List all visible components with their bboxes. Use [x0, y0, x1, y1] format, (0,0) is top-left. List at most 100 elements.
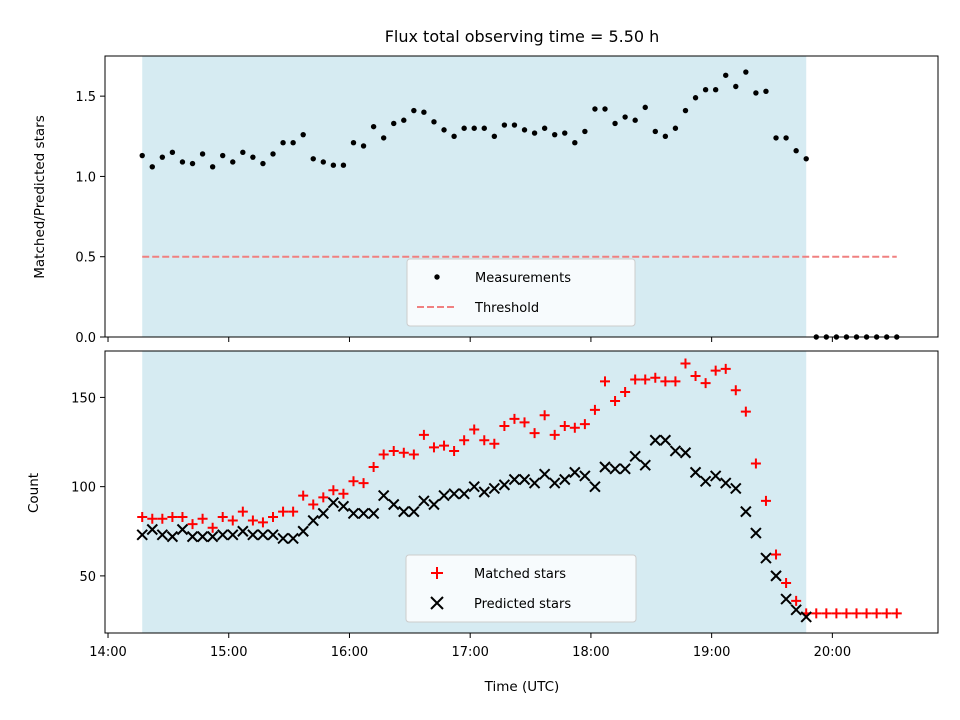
measurement-point	[380, 135, 387, 141]
matched-star-point	[710, 365, 721, 376]
predicted-star-point	[327, 497, 340, 509]
top-y-tick-label: 1.5	[75, 90, 96, 105]
measurement-point	[451, 133, 457, 139]
matched-star-point	[308, 499, 319, 510]
matched-star-point	[418, 429, 429, 440]
predicted-star-point	[398, 505, 410, 518]
measurement-point	[350, 140, 357, 146]
x-tick-label: 17:00	[451, 645, 488, 660]
predicted-star-point	[720, 477, 732, 489]
matched-star-point	[771, 549, 782, 560]
predicted-star-point	[227, 529, 239, 541]
measurement-point	[209, 164, 216, 170]
measurement-point	[260, 160, 266, 167]
measurement-point	[712, 87, 719, 93]
matched-star-point	[569, 422, 580, 433]
matched-star-point	[288, 506, 299, 517]
predicted-star-point	[508, 473, 521, 486]
predicted-star-point	[740, 505, 752, 518]
predicted-star-point	[418, 495, 430, 507]
measurement-point	[803, 156, 809, 162]
predicted-star-point	[257, 529, 269, 541]
measurement-point	[702, 87, 709, 93]
x-axis-label: Time (UTC)	[484, 679, 560, 695]
predicted-star-point	[599, 461, 611, 473]
matched-star-point	[459, 435, 470, 446]
matched-star-point	[720, 363, 731, 374]
chart-title: Flux total observing time = 5.50 h	[385, 27, 660, 46]
measurement-points	[139, 69, 900, 340]
matched-star-point	[137, 511, 148, 522]
x-tick-label: 20:00	[814, 645, 851, 660]
measurement-point	[541, 125, 548, 131]
measurement-point	[149, 164, 155, 170]
matched-star-point	[539, 410, 550, 421]
matched-star-point	[479, 435, 490, 446]
matched-star-point	[690, 370, 701, 381]
predicted-star-point	[478, 486, 490, 498]
top-plot-frame	[104, 55, 939, 338]
x-tick-label: 14:00	[89, 645, 126, 660]
legend-measurements-marker	[434, 274, 440, 280]
bottom-panel: 50 100 150 14:00 15:00 16:00 17:00 18:00 19:00 2…	[26, 350, 939, 695]
matched-star-point	[760, 495, 771, 506]
predicted-star-point	[589, 480, 601, 493]
matched-star-point	[660, 376, 671, 387]
matched-star-point	[670, 376, 681, 387]
measurement-point	[300, 131, 306, 138]
predicted-star-point	[770, 570, 782, 582]
bottom-legend-box	[405, 554, 637, 623]
predicted-star-point	[800, 611, 812, 623]
measurement-point	[491, 133, 498, 139]
matched-star-point	[811, 608, 822, 619]
top-panel: 0.0 0.5 1.0 1.5 Matched/Predicted stars Mea…	[32, 55, 939, 346]
matched-star-point	[388, 445, 399, 456]
bottom-y-tick-label: 50	[79, 570, 96, 585]
top-y-ticks: 0.0 0.5 1.0 1.5	[75, 90, 105, 346]
predicted-star-point	[408, 505, 420, 518]
predicted-star-point	[559, 473, 571, 486]
measurement-point	[592, 106, 598, 112]
measurement-point	[551, 131, 558, 138]
legend-matched-label: Matched stars	[474, 567, 566, 582]
matched-star-point	[509, 413, 520, 424]
predicted-star-point	[156, 529, 169, 541]
matched-star-point	[750, 458, 761, 469]
predicted-star-point	[750, 527, 762, 539]
measurement-point	[743, 69, 749, 75]
matched-star-point	[237, 506, 248, 517]
predicted-star-point	[709, 470, 722, 482]
predicted-star-point	[448, 488, 460, 500]
matched-star-point	[730, 385, 741, 396]
matched-star-point	[600, 376, 611, 387]
predicted-star-point	[176, 523, 189, 536]
measurement-point	[501, 122, 508, 128]
bottom-y-tick-label: 100	[71, 481, 96, 496]
measurement-point	[360, 143, 367, 149]
bottom-plot-frame	[104, 350, 939, 634]
predicted-star-point	[277, 532, 289, 545]
measurement-point	[471, 125, 477, 131]
matched-star-point	[791, 595, 802, 606]
matched-star-point	[630, 374, 641, 385]
measurement-point	[240, 149, 246, 156]
measurement-point	[783, 135, 789, 141]
x-tick-label: 16:00	[331, 645, 368, 660]
measurement-point	[612, 120, 618, 127]
predicted-star-point	[498, 479, 511, 491]
predicted-star-point	[428, 498, 440, 511]
bottom-x-ticks: 14:00 15:00 16:00 17:00 18:00 19:00 20:00	[89, 633, 851, 660]
matched-star-point	[398, 447, 409, 458]
measurement-point	[421, 109, 427, 115]
predicted-star-point	[468, 480, 480, 493]
matched-star-point	[257, 517, 268, 528]
predicted-star-point	[609, 463, 621, 475]
legend-threshold-label: Threshold	[474, 301, 539, 316]
matched-star-point	[499, 420, 510, 431]
measurement-point	[280, 140, 286, 146]
predicted-star-point	[488, 482, 501, 495]
measurement-point	[692, 95, 699, 101]
matched-star-point	[469, 424, 480, 435]
measurement-point	[632, 117, 638, 123]
